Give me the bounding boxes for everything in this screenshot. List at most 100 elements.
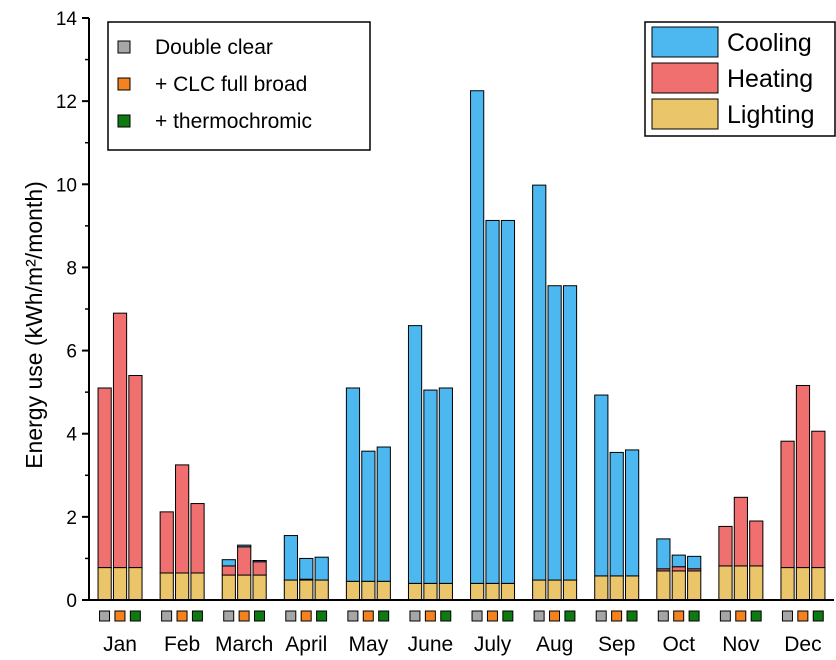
bar-cooling-aug-3 (562, 285, 578, 581)
variant-marker-sep-3 (626, 610, 638, 622)
bar-heating-feb-2 (175, 464, 190, 574)
bar-cooling-oct-1 (656, 538, 671, 570)
bar-heating-dec-3 (811, 430, 826, 569)
legend-swatch (117, 114, 131, 128)
bar-lighting-april-3 (314, 579, 329, 601)
variant-marker-nov-2 (735, 610, 747, 622)
bar-cooling-march-3 (252, 560, 267, 563)
bar-lighting-july-1 (470, 582, 485, 601)
bar-cooling-june-1 (407, 325, 423, 584)
bar-cooling-march-1 (221, 559, 236, 567)
bar-cooling-july-3 (500, 219, 516, 584)
bar-cooling-aug-1 (532, 184, 547, 581)
bar-cooling-may-2 (361, 450, 376, 582)
bar-heating-dec-1 (780, 440, 795, 569)
bar-lighting-june-3 (438, 582, 453, 601)
legend-swatch (117, 77, 131, 91)
x-tick-label: Oct (662, 633, 695, 656)
bar-lighting-nov-1 (718, 565, 733, 601)
x-tick-label: March (215, 633, 273, 656)
x-tick-label: Dec (784, 633, 821, 656)
x-tick-label: May (349, 633, 389, 656)
bar-heating-jan-2 (112, 312, 128, 569)
bar-lighting-may-2 (361, 580, 376, 601)
y-tick-label: 12 (56, 92, 77, 113)
bar-heating-feb-1 (159, 511, 174, 574)
legend-label: Heating (727, 65, 813, 93)
variant-marker-june-3 (440, 610, 452, 622)
legend-swatch (651, 26, 719, 58)
x-tick-label: Feb (164, 633, 200, 656)
variant-marker-april-3 (316, 610, 328, 622)
variant-marker-march-1 (223, 610, 235, 622)
bar-cooling-oct-3 (687, 555, 702, 570)
variant-marker-oct-2 (673, 610, 685, 622)
variant-marker-sep-1 (595, 610, 607, 622)
bar-heating-march-3 (252, 561, 267, 576)
variant-marker-dec-2 (797, 610, 809, 622)
bar-cooling-sep-3 (625, 449, 640, 577)
bar-cooling-june-3 (438, 387, 453, 584)
variant-marker-dec-1 (781, 610, 793, 622)
bar-cooling-april-3 (314, 556, 329, 581)
variant-marker-march-3 (254, 610, 266, 622)
bar-heating-march-2 (237, 546, 252, 576)
bar-cooling-may-1 (345, 387, 361, 582)
variant-marker-oct-3 (688, 610, 700, 622)
bar-heating-march-1 (221, 565, 236, 576)
bar-cooling-may-3 (376, 446, 391, 582)
bar-lighting-may-1 (345, 580, 361, 601)
bar-heating-oct-2 (671, 566, 686, 572)
y-tick-label: 0 (66, 591, 77, 612)
variant-marker-feb-3 (191, 610, 203, 622)
y-tick-label: 6 (66, 342, 77, 363)
bar-lighting-nov-2 (733, 565, 748, 601)
bar-cooling-july-2 (485, 219, 500, 584)
variant-marker-aug-2 (549, 610, 561, 622)
y-tick-label: 14 (56, 9, 78, 30)
bar-lighting-jan-1 (97, 567, 112, 601)
bar-lighting-oct-1 (656, 570, 671, 601)
variant-marker-july-2 (486, 610, 498, 622)
x-tick-label: Nov (722, 633, 760, 656)
variant-marker-july-1 (471, 610, 483, 622)
variant-marker-june-2 (424, 610, 436, 622)
bar-heating-dec-2 (795, 384, 811, 569)
x-tick-label: April (285, 633, 327, 656)
variant-marker-may-1 (347, 610, 359, 622)
x-tick-label: Sep (598, 633, 635, 656)
legend-swatch (117, 40, 131, 54)
variant-marker-jan-3 (129, 610, 141, 622)
bar-lighting-april-2 (299, 579, 314, 601)
variant-marker-aug-3 (564, 610, 576, 622)
y-tick-label: 2 (66, 508, 77, 529)
bar-cooling-march-2 (237, 544, 252, 548)
bar-lighting-jan-3 (128, 567, 143, 601)
variant-marker-oct-1 (657, 610, 669, 622)
bar-lighting-aug-3 (562, 579, 578, 601)
legend-label: Double clear (155, 36, 273, 59)
variant-marker-feb-1 (161, 610, 173, 622)
variant-marker-dec-3 (812, 610, 824, 622)
bar-lighting-feb-2 (175, 572, 190, 601)
variant-marker-may-3 (378, 610, 390, 622)
bar-lighting-june-1 (407, 582, 423, 601)
x-tick-label: July (474, 633, 512, 656)
plot-area (97, 90, 826, 622)
bar-lighting-sep-3 (625, 575, 640, 601)
bar-lighting-sep-1 (594, 575, 609, 601)
bar-lighting-march-2 (237, 574, 252, 601)
variant-marker-may-2 (362, 610, 374, 622)
bar-lighting-june-2 (423, 582, 438, 601)
legend-swatch (651, 98, 719, 130)
y-tick-label: 4 (66, 425, 77, 446)
bar-heating-jan-1 (97, 387, 112, 569)
bar-cooling-oct-2 (671, 554, 686, 568)
bar-cooling-aug-2 (547, 285, 562, 581)
y-tick-label: 10 (56, 175, 77, 196)
bar-heating-nov-1 (718, 525, 733, 567)
y-axis-label: Energy use (kWh/m²/month) (21, 181, 47, 469)
bar-cooling-sep-1 (594, 394, 609, 577)
